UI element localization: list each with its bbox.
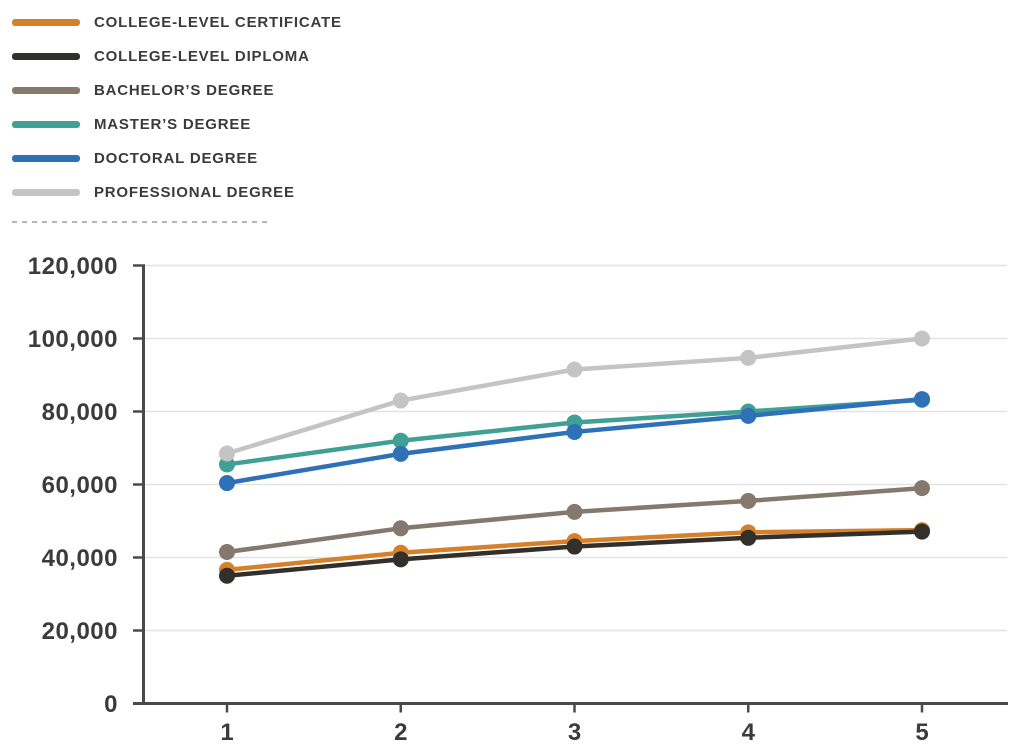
- x-axis-label: 1: [220, 719, 233, 746]
- data-point-5-0: [219, 445, 235, 462]
- data-point-1-3: [740, 529, 757, 546]
- legend-item-label: PROFESSIONAL DEGREE: [94, 183, 295, 201]
- data-point-4-2: [566, 423, 583, 440]
- y-axis-label: 60,000: [42, 472, 118, 499]
- legend-item: PROFESSIONAL DEGREE: [12, 175, 372, 209]
- legend-item: DOCTORAL DEGREE: [12, 141, 372, 175]
- legend-separator-dashed-line: [12, 221, 270, 223]
- y-axis-label: 120,000: [28, 253, 118, 280]
- legend-swatch-icon: [12, 52, 80, 60]
- data-point-2-1: [392, 520, 409, 537]
- y-axis-label: 100,000: [28, 326, 118, 353]
- legend-swatch-icon: [12, 86, 80, 94]
- legend-swatch-icon: [12, 120, 80, 128]
- data-point-2-0: [219, 544, 235, 561]
- legend-swatch-icon: [12, 154, 80, 162]
- data-point-4-1: [392, 445, 409, 462]
- y-axis-label: 40,000: [42, 545, 118, 572]
- legend-item-label: COLLEGE-LEVEL CERTIFICATE: [94, 13, 342, 31]
- data-point-2-4: [914, 480, 930, 497]
- legend-item: MASTER’S DEGREE: [12, 107, 372, 141]
- y-axis-label: 0: [104, 691, 118, 718]
- x-axis-label: 2: [394, 719, 407, 746]
- data-point-2-3: [740, 492, 757, 509]
- data-point-3-0: [219, 456, 235, 473]
- legend-swatch-icon: [12, 188, 80, 196]
- data-point-5-2: [566, 361, 583, 378]
- data-point-5-4: [914, 330, 930, 347]
- legend-item-label: MASTER’S DEGREE: [94, 115, 252, 133]
- x-axis-label: 5: [915, 719, 928, 746]
- data-point-3-1: [392, 432, 409, 449]
- legend-item-label: BACHELOR’S DEGREE: [94, 81, 275, 99]
- legend-item: COLLEGE-LEVEL DIPLOMA: [12, 39, 372, 73]
- y-axis-label: 20,000: [42, 618, 118, 645]
- chart-legend: COLLEGE-LEVEL CERTIFICATE COLLEGE-LEVEL D…: [12, 5, 372, 209]
- data-point-4-4: [914, 391, 930, 408]
- x-axis-label: 3: [568, 719, 581, 746]
- legend-item-label: COLLEGE-LEVEL DIPLOMA: [94, 47, 310, 65]
- x-axis-label: 4: [742, 719, 756, 746]
- data-point-4-3: [740, 407, 757, 424]
- data-point-1-1: [392, 551, 409, 568]
- data-point-5-1: [392, 392, 409, 409]
- data-point-5-3: [740, 349, 757, 366]
- y-axis-label: 80,000: [42, 399, 118, 426]
- data-point-2-2: [566, 503, 583, 520]
- data-point-4-0: [219, 475, 235, 492]
- data-point-1-2: [566, 538, 583, 555]
- legend-swatch-icon: [12, 18, 80, 26]
- legend-item: COLLEGE-LEVEL CERTIFICATE: [12, 5, 372, 39]
- data-point-1-0: [219, 567, 235, 584]
- legend-item: BACHELOR’S DEGREE: [12, 73, 372, 107]
- legend-item-label: DOCTORAL DEGREE: [94, 149, 258, 167]
- data-point-1-4: [914, 523, 930, 540]
